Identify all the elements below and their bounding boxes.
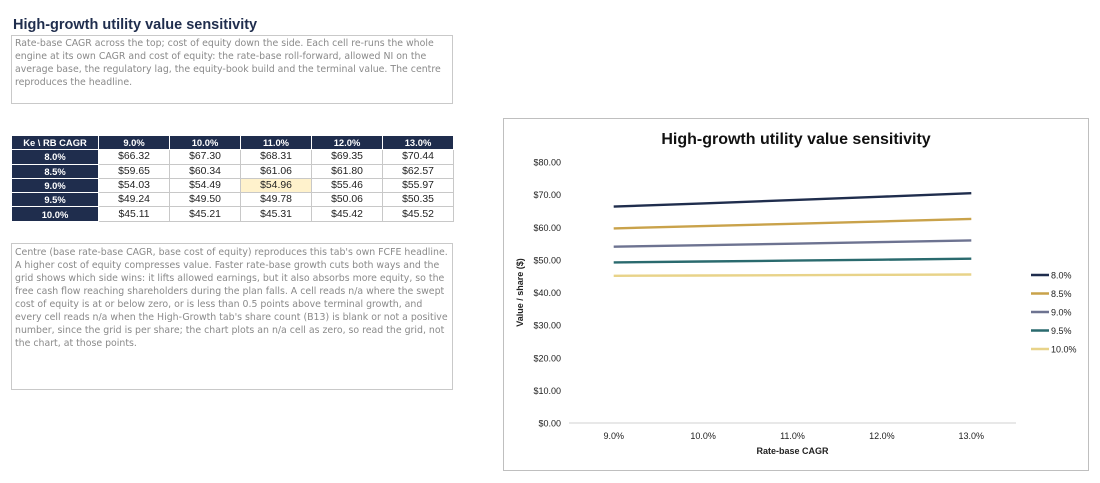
legend-label: 10.0% [1051, 344, 1077, 354]
table-cell[interactable]: $67.30 [169, 149, 241, 165]
table-cell[interactable]: $54.49 [169, 177, 241, 194]
table-cell[interactable]: $45.31 [240, 206, 312, 222]
row-header[interactable]: 8.0% [11, 149, 99, 165]
table-cell[interactable]: $68.31 [240, 149, 312, 165]
intro-note[interactable]: Rate-base CAGR across the top; cost of e… [11, 35, 453, 104]
table-cell[interactable]: $59.65 [98, 163, 170, 179]
series-line-8.5% [613, 217, 972, 230]
table-cell[interactable]: $69.35 [311, 149, 383, 165]
x-tick-label: 13.0% [959, 431, 985, 441]
table-cell[interactable]: $49.50 [169, 192, 241, 208]
x-axis-title: Rate-base CAGR [756, 446, 829, 456]
y-tick-label: $60.00 [533, 223, 561, 233]
x-tick-label: 10.0% [690, 431, 716, 441]
table-header-row: Ke \ RB CAGR 9.0% 10.0% 11.0% 12.0% 13.0… [11, 134, 454, 151]
table-cell[interactable]: $60.34 [169, 163, 241, 179]
table-cell[interactable]: $61.80 [311, 163, 383, 179]
y-tick-label: $70.00 [533, 190, 561, 200]
table-cell[interactable]: $50.06 [311, 192, 383, 208]
series-line-9.5% [613, 257, 972, 264]
row-header[interactable]: 10.0% [11, 206, 99, 222]
table-cell[interactable]: $62.57 [382, 163, 454, 179]
column-header[interactable]: 10.0% [169, 134, 241, 151]
table-cell[interactable]: $49.24 [98, 192, 170, 208]
footnote-note[interactable]: Centre (base rate-base CAGR, base cost o… [11, 243, 453, 390]
sheet-title: High-growth utility value sensitivity [13, 17, 258, 33]
legend-label: 8.5% [1051, 289, 1072, 299]
column-header[interactable]: 12.0% [311, 134, 383, 151]
chart-title: High-growth utility value sensitivity [661, 131, 930, 148]
column-header[interactable]: 9.0% [98, 134, 170, 151]
x-tick-label: 12.0% [869, 431, 895, 441]
chart-canvas: High-growth utility value sensitivity $0.… [515, 131, 1077, 456]
y-tick-label: $30.00 [533, 321, 561, 331]
sensitivity-table: Ke \ RB CAGR 9.0% 10.0% 11.0% 12.0% 13.0… [11, 134, 454, 222]
series-line-9.0% [613, 239, 972, 248]
y-tick-label: $20.00 [533, 353, 561, 363]
table-cell[interactable]: $55.97 [382, 177, 454, 194]
y-axis-title: Value / share ($) [515, 258, 525, 327]
line-chart[interactable]: High-growth utility value sensitivity $0.… [503, 118, 1089, 471]
table-cell[interactable]: $45.21 [169, 206, 241, 222]
table-cell[interactable]: $45.42 [311, 206, 383, 222]
legend-label: 9.0% [1051, 307, 1072, 317]
x-tick-label: 9.0% [603, 431, 624, 441]
row-header[interactable]: 9.5% [11, 192, 99, 208]
row-header[interactable]: 8.5% [11, 163, 99, 179]
table-cell[interactable]: $50.35 [382, 192, 454, 208]
table-cell[interactable]: $49.78 [240, 192, 312, 208]
table-cell[interactable]: $66.32 [98, 149, 170, 165]
x-tick-label: 11.0% [780, 431, 805, 441]
table-row: 9.5% $49.24 $49.50 $49.78 $50.06 $50.35 [11, 192, 454, 208]
table-row: 9.0% $54.03 $54.49 $54.96 $55.46 $55.97 [11, 177, 454, 194]
y-tick-label: $0.00 [538, 419, 561, 429]
series-line-8.0% [613, 192, 972, 208]
table-cell[interactable]: $45.52 [382, 206, 454, 222]
table-cell[interactable]: $45.11 [98, 206, 170, 222]
column-header[interactable]: 13.0% [382, 134, 454, 151]
legend-label: 9.5% [1051, 326, 1072, 336]
series-line-10.0% [613, 273, 972, 277]
y-tick-label: $80.00 [533, 158, 561, 168]
row-header[interactable]: 9.0% [11, 177, 99, 194]
table-cell[interactable]: $55.46 [311, 177, 383, 194]
table-row: 8.5% $59.65 $60.34 $61.06 $61.80 $62.57 [11, 163, 454, 179]
table-cell[interactable]: $61.06 [240, 163, 312, 179]
table-cell[interactable]: $54.03 [98, 177, 170, 194]
column-header[interactable]: 11.0% [240, 134, 312, 151]
legend-label: 8.0% [1051, 270, 1072, 280]
table-row: 8.0% $66.32 $67.30 $68.31 $69.35 $70.44 [11, 149, 454, 165]
y-tick-label: $50.00 [533, 255, 561, 265]
table-corner-header[interactable]: Ke \ RB CAGR [11, 134, 99, 151]
table-cell[interactable]: $70.44 [382, 149, 454, 165]
table-cell-highlighted[interactable]: $54.96 [240, 177, 312, 194]
y-tick-label: $40.00 [533, 288, 561, 298]
y-tick-label: $10.00 [533, 386, 561, 396]
table-row: 10.0% $45.11 $45.21 $45.31 $45.42 $45.52 [11, 206, 454, 222]
